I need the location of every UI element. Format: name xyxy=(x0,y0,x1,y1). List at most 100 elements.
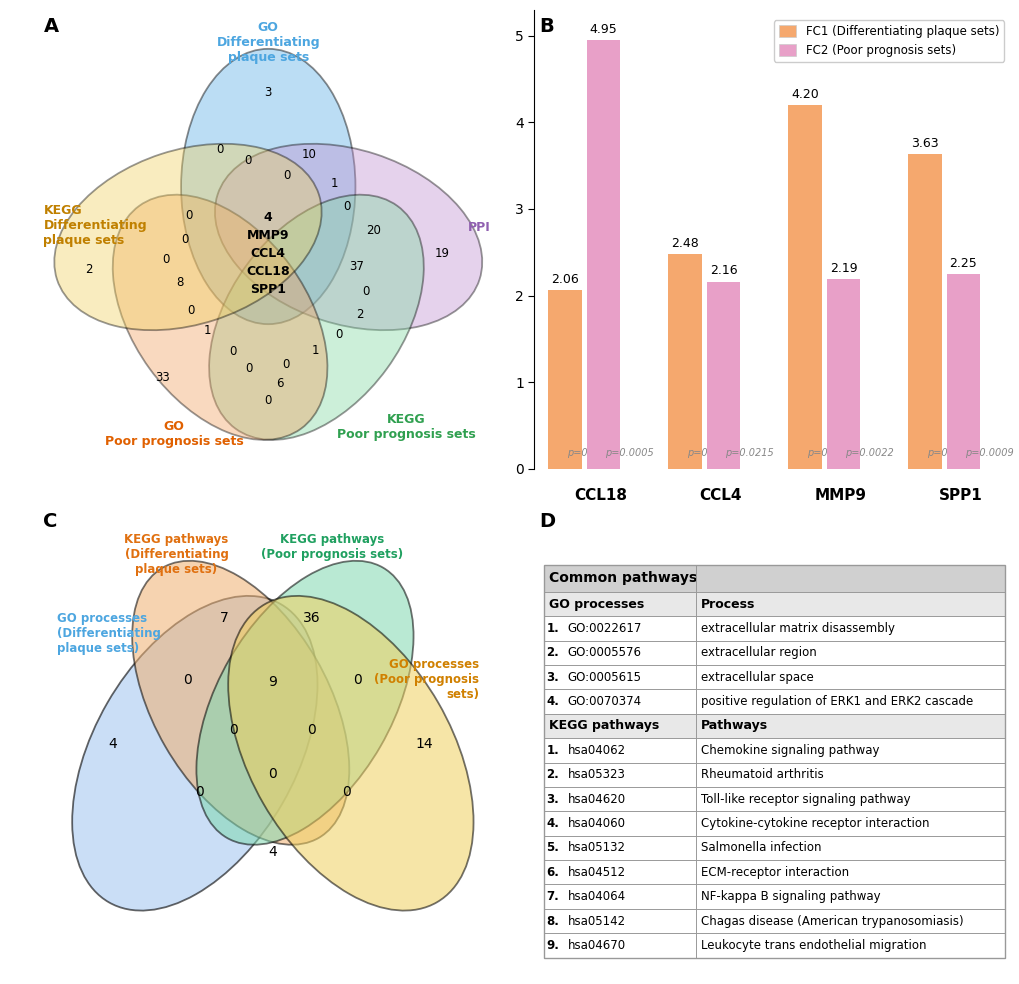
Text: 8: 8 xyxy=(176,277,183,289)
Text: 0: 0 xyxy=(229,723,238,737)
Text: 14: 14 xyxy=(415,737,433,751)
Bar xyxy=(543,690,1004,713)
Text: hsa04062: hsa04062 xyxy=(568,744,626,757)
Bar xyxy=(543,616,1004,641)
Text: 0: 0 xyxy=(195,785,204,799)
Text: hsa05323: hsa05323 xyxy=(568,769,625,781)
Bar xyxy=(543,835,1004,860)
Text: 1.: 1. xyxy=(546,622,558,635)
Bar xyxy=(543,909,1004,933)
Ellipse shape xyxy=(54,144,321,331)
Text: 0: 0 xyxy=(335,329,342,341)
Ellipse shape xyxy=(215,144,482,331)
Text: 7: 7 xyxy=(220,611,229,625)
Bar xyxy=(543,565,1004,592)
Text: KEGG pathways
(Poor prognosis sets): KEGG pathways (Poor prognosis sets) xyxy=(261,533,404,561)
Text: positive regulation of ERK1 and ERK2 cascade: positive regulation of ERK1 and ERK2 cas… xyxy=(700,695,972,708)
Ellipse shape xyxy=(113,195,327,440)
Ellipse shape xyxy=(197,561,413,844)
Text: ECM-receptor interaction: ECM-receptor interaction xyxy=(700,866,848,879)
Text: 4.95: 4.95 xyxy=(589,23,616,35)
Text: 6: 6 xyxy=(276,377,283,391)
Text: 4
MMP9
CCL4
CCL18
SPP1: 4 MMP9 CCL4 CCL18 SPP1 xyxy=(247,212,289,296)
Text: GO:0070374: GO:0070374 xyxy=(568,695,641,708)
Text: p=0.0021: p=0.0021 xyxy=(567,449,615,459)
Text: hsa05132: hsa05132 xyxy=(568,841,625,854)
Text: 2: 2 xyxy=(356,308,364,321)
Text: 0: 0 xyxy=(244,154,251,167)
Text: 2.16: 2.16 xyxy=(709,265,737,277)
Text: B: B xyxy=(539,17,553,35)
Bar xyxy=(543,565,1004,957)
Text: 4: 4 xyxy=(268,845,277,859)
Text: 8.: 8. xyxy=(546,914,558,928)
Text: 3.63: 3.63 xyxy=(910,137,937,151)
Ellipse shape xyxy=(72,596,317,910)
Legend: FC1 (Differentiating plaque sets), FC2 (Poor prognosis sets): FC1 (Differentiating plaque sets), FC2 (… xyxy=(773,21,1003,62)
Text: KEGG
Differentiating
plaque sets: KEGG Differentiating plaque sets xyxy=(44,204,147,247)
Text: 0: 0 xyxy=(245,362,253,375)
Text: 0: 0 xyxy=(216,144,223,156)
Text: p=0.0215: p=0.0215 xyxy=(725,449,773,459)
Text: GO
Poor prognosis sets: GO Poor prognosis sets xyxy=(105,420,244,448)
Text: CCL4: CCL4 xyxy=(699,488,742,503)
Text: Chagas disease (American trypanosomiasis): Chagas disease (American trypanosomiasis… xyxy=(700,914,963,928)
Text: 2.19: 2.19 xyxy=(828,262,856,275)
Text: hsa04064: hsa04064 xyxy=(568,891,626,903)
Text: KEGG pathways: KEGG pathways xyxy=(548,719,658,732)
Text: 1.: 1. xyxy=(546,744,558,757)
Text: 0: 0 xyxy=(228,345,236,358)
Text: KEGG
Poor prognosis sets: KEGG Poor prognosis sets xyxy=(336,413,475,441)
Text: MMP9: MMP9 xyxy=(814,488,866,503)
Text: GO processes: GO processes xyxy=(548,597,643,611)
Text: GO processes
(Differentiating
plaque sets): GO processes (Differentiating plaque set… xyxy=(57,612,161,655)
Bar xyxy=(788,105,820,468)
Text: 33: 33 xyxy=(155,371,170,385)
Text: p=0.0011: p=0.0011 xyxy=(686,449,735,459)
Text: extracellular matrix disassembly: extracellular matrix disassembly xyxy=(700,622,894,635)
Text: 1: 1 xyxy=(331,177,338,190)
Text: 2: 2 xyxy=(86,263,93,276)
Text: Salmonella infection: Salmonella infection xyxy=(700,841,820,854)
Text: Common pathways: Common pathways xyxy=(548,572,696,585)
Text: 4.: 4. xyxy=(546,817,558,830)
Text: 0: 0 xyxy=(307,723,316,737)
Text: 0: 0 xyxy=(183,673,193,687)
Text: D: D xyxy=(539,513,554,531)
Text: Chemokine signaling pathway: Chemokine signaling pathway xyxy=(700,744,878,757)
Text: 10: 10 xyxy=(302,148,317,161)
Bar xyxy=(667,254,701,468)
Text: 3.: 3. xyxy=(546,671,558,684)
Bar xyxy=(543,665,1004,690)
Bar xyxy=(543,885,1004,909)
Text: Process: Process xyxy=(700,597,754,611)
Text: GO:0022617: GO:0022617 xyxy=(568,622,642,635)
Text: GO:0005576: GO:0005576 xyxy=(568,646,641,659)
Text: 6.: 6. xyxy=(546,866,558,879)
Bar xyxy=(548,290,581,468)
Text: 0: 0 xyxy=(268,767,277,781)
Text: NF-kappa B signaling pathway: NF-kappa B signaling pathway xyxy=(700,891,879,903)
Text: hsa04512: hsa04512 xyxy=(568,866,626,879)
Text: 0: 0 xyxy=(353,673,362,687)
Text: 3: 3 xyxy=(264,86,272,99)
Text: GO processes
(Poor prognosis
sets): GO processes (Poor prognosis sets) xyxy=(374,658,479,702)
Bar xyxy=(543,933,1004,957)
Ellipse shape xyxy=(209,195,423,440)
Bar xyxy=(543,812,1004,835)
Bar xyxy=(543,738,1004,763)
Bar xyxy=(706,281,740,468)
Text: extracellular space: extracellular space xyxy=(700,671,813,684)
Bar xyxy=(543,860,1004,885)
Text: p=0.0022: p=0.0022 xyxy=(845,449,893,459)
Text: 1: 1 xyxy=(203,324,211,337)
Bar xyxy=(543,763,1004,787)
Text: 36: 36 xyxy=(303,611,320,625)
Bar xyxy=(543,592,1004,616)
Text: 0: 0 xyxy=(341,785,351,799)
Text: 2.: 2. xyxy=(546,646,558,659)
Text: 2.25: 2.25 xyxy=(949,257,976,270)
Text: p=0.0001: p=0.0001 xyxy=(806,449,855,459)
Text: 9.: 9. xyxy=(546,939,558,952)
Text: 0: 0 xyxy=(163,254,170,267)
